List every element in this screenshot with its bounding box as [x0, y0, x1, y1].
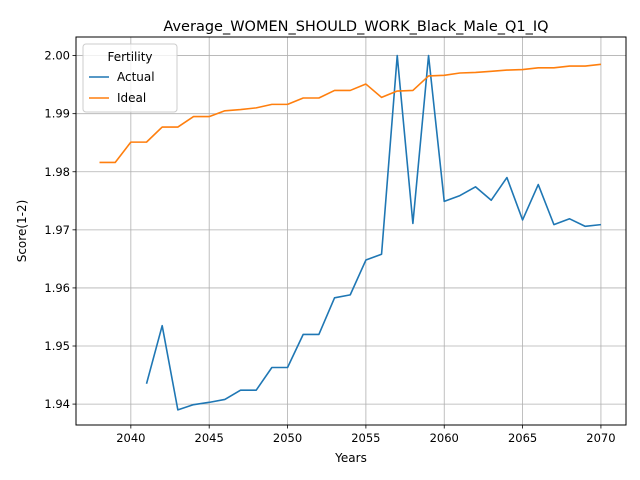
- legend: Fertility Actual Ideal: [82, 43, 178, 113]
- y-tick-label: 1.94: [44, 397, 70, 411]
- y-axis-label: Score(1-2): [15, 200, 29, 263]
- x-tick-label: 2065: [508, 431, 537, 445]
- legend-title: Fertility: [107, 50, 152, 64]
- chart-title: Average_WOMEN_SHOULD_WORK_Black_Male_Q1_…: [163, 19, 548, 35]
- x-tick-label: 2060: [430, 431, 459, 445]
- legend-label-ideal: Ideal: [117, 91, 146, 105]
- x-tick-label: 2070: [586, 431, 615, 445]
- x-axis-ticks: 2040 2045 2050 2055 2060 2065 2070: [116, 425, 616, 445]
- series-line-actual: [145, 54, 602, 411]
- y-tick-label: 1.96: [44, 281, 70, 295]
- grid-lines: [76, 37, 626, 425]
- y-tick-label: 2.00: [44, 49, 70, 63]
- x-tick-label: 2045: [195, 431, 224, 445]
- x-tick-label: 2050: [273, 431, 302, 445]
- legend-box: [82, 43, 178, 113]
- series-layer: [99, 54, 602, 411]
- x-tick-label: 2040: [116, 431, 145, 445]
- y-tick-label: 1.99: [44, 107, 70, 121]
- y-tick-label: 1.97: [44, 223, 70, 237]
- x-axis-label: Years: [334, 451, 367, 465]
- series-line-ideal: [99, 63, 602, 164]
- x-tick-label: 2055: [351, 431, 380, 445]
- plot-frame: [75, 36, 627, 426]
- legend-label-actual: Actual: [117, 70, 155, 84]
- y-axis-ticks: 1.94 1.95 1.96 1.97 1.98 1.99 2.00: [44, 49, 76, 411]
- y-tick-label: 1.95: [44, 339, 70, 353]
- y-tick-label: 1.98: [44, 165, 70, 179]
